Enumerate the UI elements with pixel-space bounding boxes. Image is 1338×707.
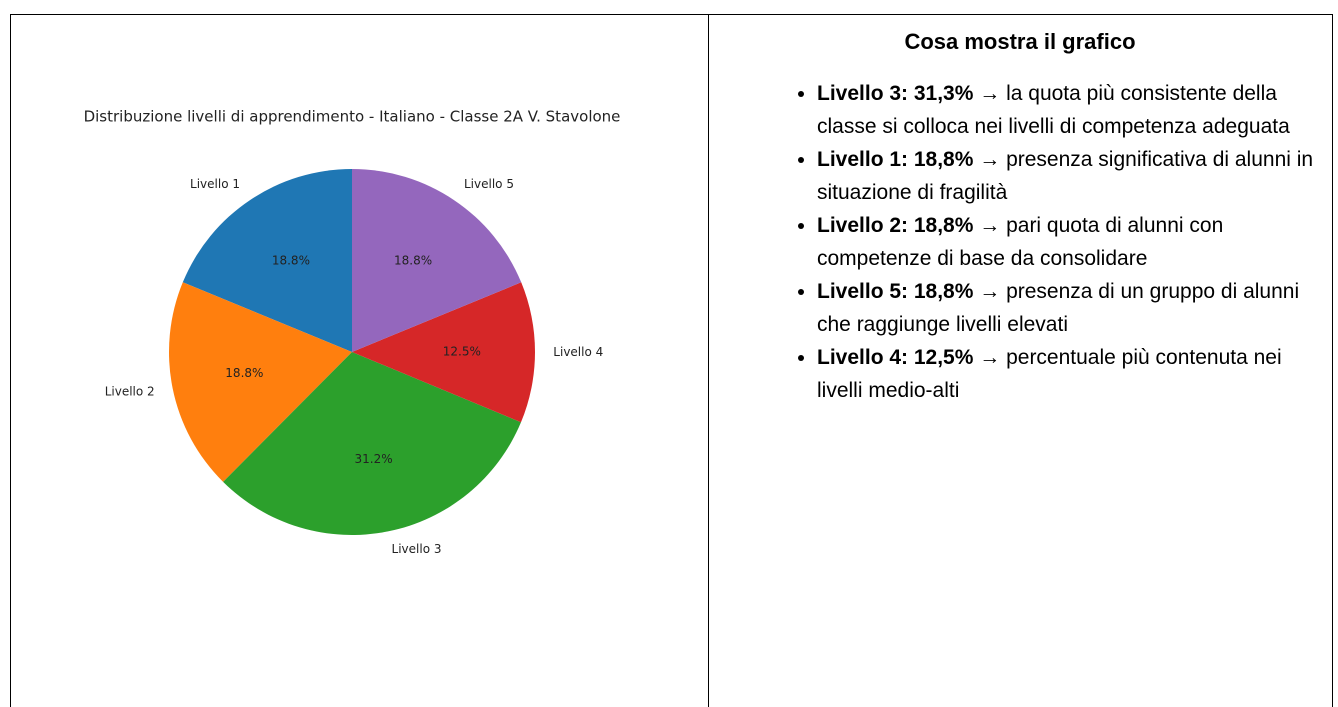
slice-label: Livello 3 — [392, 542, 442, 556]
note-text: → la quota più consistente della classe … — [817, 82, 1290, 138]
note-label: Livello 1: 18,8% — [817, 148, 974, 171]
note-item: Livello 2: 18,8% → pari quota di alunni … — [817, 209, 1327, 275]
note-item: Livello 5: 18,8% → presenza di un gruppo… — [817, 275, 1327, 341]
notes-list: Livello 3: 31,3% → la quota più consiste… — [709, 77, 1331, 407]
note-item: Livello 4: 12,5% → percentuale più conte… — [817, 341, 1327, 407]
slice-label: Livello 4 — [553, 345, 603, 359]
slice-value-label: 18.8% — [225, 366, 263, 380]
chart-title: Distribuzione livelli di apprendimento -… — [84, 108, 621, 126]
slice-value-label: 12.5% — [443, 345, 481, 359]
note-text: → presenza significativa di alunni in si… — [817, 148, 1314, 204]
note-text: → percentuale più contenuta nei livelli … — [817, 346, 1282, 402]
pie-slice — [352, 282, 535, 423]
note-item: Livello 3: 31,3% → la quota più consiste… — [817, 77, 1327, 143]
slice-label: Livello 5 — [464, 177, 514, 191]
table-border-left — [10, 14, 11, 707]
pie-slice — [352, 169, 522, 352]
pie-slice — [182, 169, 352, 352]
table-border-right — [1332, 14, 1333, 707]
note-label: Livello 5: 18,8% — [817, 280, 974, 303]
pie-chart: Distribuzione livelli di apprendimento -… — [84, 108, 621, 556]
note-label: Livello 3: 31,3% — [817, 82, 974, 105]
slice-label: Livello 2 — [105, 384, 155, 398]
notes-cell: Cosa mostra il grafico Livello 3: 31,3% … — [709, 15, 1331, 407]
slice-value-label: 31.2% — [355, 452, 393, 466]
note-text: → presenza di un gruppo di alunni che ra… — [817, 280, 1300, 336]
table-border-mid — [708, 14, 709, 707]
pie-slice — [168, 282, 352, 482]
note-label: Livello 4: 12,5% — [817, 346, 974, 369]
table-border-top — [10, 14, 1333, 15]
note-label: Livello 2: 18,8% — [817, 214, 974, 237]
slice-value-label: 18.8% — [272, 253, 310, 267]
slice-label: Livello 1 — [190, 177, 240, 191]
slice-value-label: 18.8% — [394, 253, 432, 267]
note-text: → pari quota di alunni con competenze di… — [817, 214, 1224, 270]
notes-title: Cosa mostra il grafico — [904, 29, 1136, 54]
pie-slice — [223, 352, 521, 535]
note-item: Livello 1: 18,8% → presenza significativ… — [817, 143, 1327, 209]
